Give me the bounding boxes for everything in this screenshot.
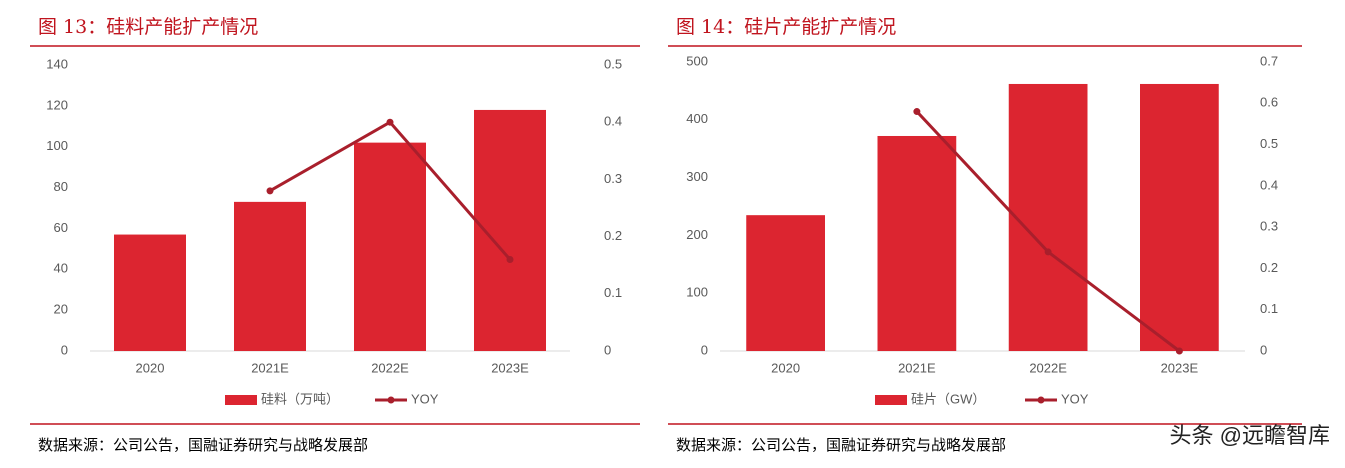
legend-label: 硅片（GW）: [911, 391, 985, 406]
point: [913, 108, 921, 116]
legend-marker: [1037, 396, 1045, 404]
legend-label: YOY: [411, 391, 439, 406]
point: [1175, 347, 1183, 355]
x-tick-label: 2021E: [251, 360, 289, 375]
y2-tick-label: 0.6: [1260, 95, 1278, 110]
x-tick-label: 2023E: [1161, 360, 1199, 375]
source: 数据来源：公司公告，国融证券研究与战略发展部: [676, 436, 1006, 454]
y2-tick-label: 0.4: [604, 114, 622, 129]
y2-tick-label: 0: [604, 342, 611, 357]
bar: [877, 135, 957, 351]
legend-swatch: [875, 395, 907, 405]
y2-tick-label: 0.4: [1260, 177, 1278, 192]
y-tick-label: 140: [46, 56, 68, 71]
y-tick-label: 300: [686, 169, 708, 184]
y2-tick-label: 0.2: [1260, 260, 1278, 275]
x-tick-label: 2022E: [371, 360, 409, 375]
y-tick-label: 120: [46, 97, 68, 112]
y2-tick-label: 0.5: [604, 56, 622, 71]
y2-tick-label: 0.2: [604, 228, 622, 243]
bar: [1140, 83, 1219, 352]
y-tick-label: 0: [61, 342, 68, 357]
bar: [354, 142, 426, 351]
bar: [1008, 83, 1088, 352]
point: [506, 255, 514, 263]
y-tick-label: 40: [54, 261, 68, 276]
x-tick-label: 2020: [771, 360, 800, 375]
point: [266, 187, 274, 195]
y-tick-label: 400: [686, 111, 708, 126]
y-tick-label: 80: [54, 179, 68, 194]
y2-tick-label: 0.3: [604, 171, 622, 186]
x-tick-label: 2022E: [1029, 360, 1067, 375]
y-tick-label: 20: [54, 302, 68, 317]
chart-title: 图 13：硅料产能扩产情况: [38, 16, 258, 38]
x-tick-label: 2021E: [898, 360, 936, 375]
y2-tick-label: 0.5: [1260, 136, 1278, 151]
y-tick-label: 200: [686, 227, 708, 242]
y-tick-label: 60: [54, 220, 68, 235]
y2-tick-label: 0.1: [1260, 301, 1278, 316]
watermark: 头条 @远瞻智库: [1170, 423, 1330, 448]
y2-tick-label: 0.3: [1260, 219, 1278, 234]
x-tick-label: 2020: [136, 360, 165, 375]
bar: [114, 234, 186, 351]
chart-title: 图 14：硅片产能扩产情况: [676, 16, 896, 38]
y-tick-label: 100: [686, 285, 708, 300]
legend-swatch: [225, 395, 257, 405]
point: [386, 118, 394, 126]
y-tick-label: 500: [686, 53, 708, 68]
point: [1044, 248, 1052, 256]
bar: [234, 201, 306, 351]
legend-marker: [387, 396, 395, 404]
y2-tick-label: 0: [1260, 342, 1267, 357]
legend-label: YOY: [1061, 391, 1089, 406]
x-tick-label: 2023E: [491, 360, 529, 375]
legend-label: 硅料（万吨）: [261, 391, 339, 406]
y-tick-label: 100: [46, 138, 68, 153]
y2-tick-label: 0.1: [604, 285, 622, 300]
bar: [746, 215, 825, 351]
source: 数据来源：公司公告，国融证券研究与战略发展部: [38, 436, 368, 454]
y-tick-label: 0: [701, 342, 708, 357]
y2-tick-label: 0.7: [1260, 53, 1278, 68]
